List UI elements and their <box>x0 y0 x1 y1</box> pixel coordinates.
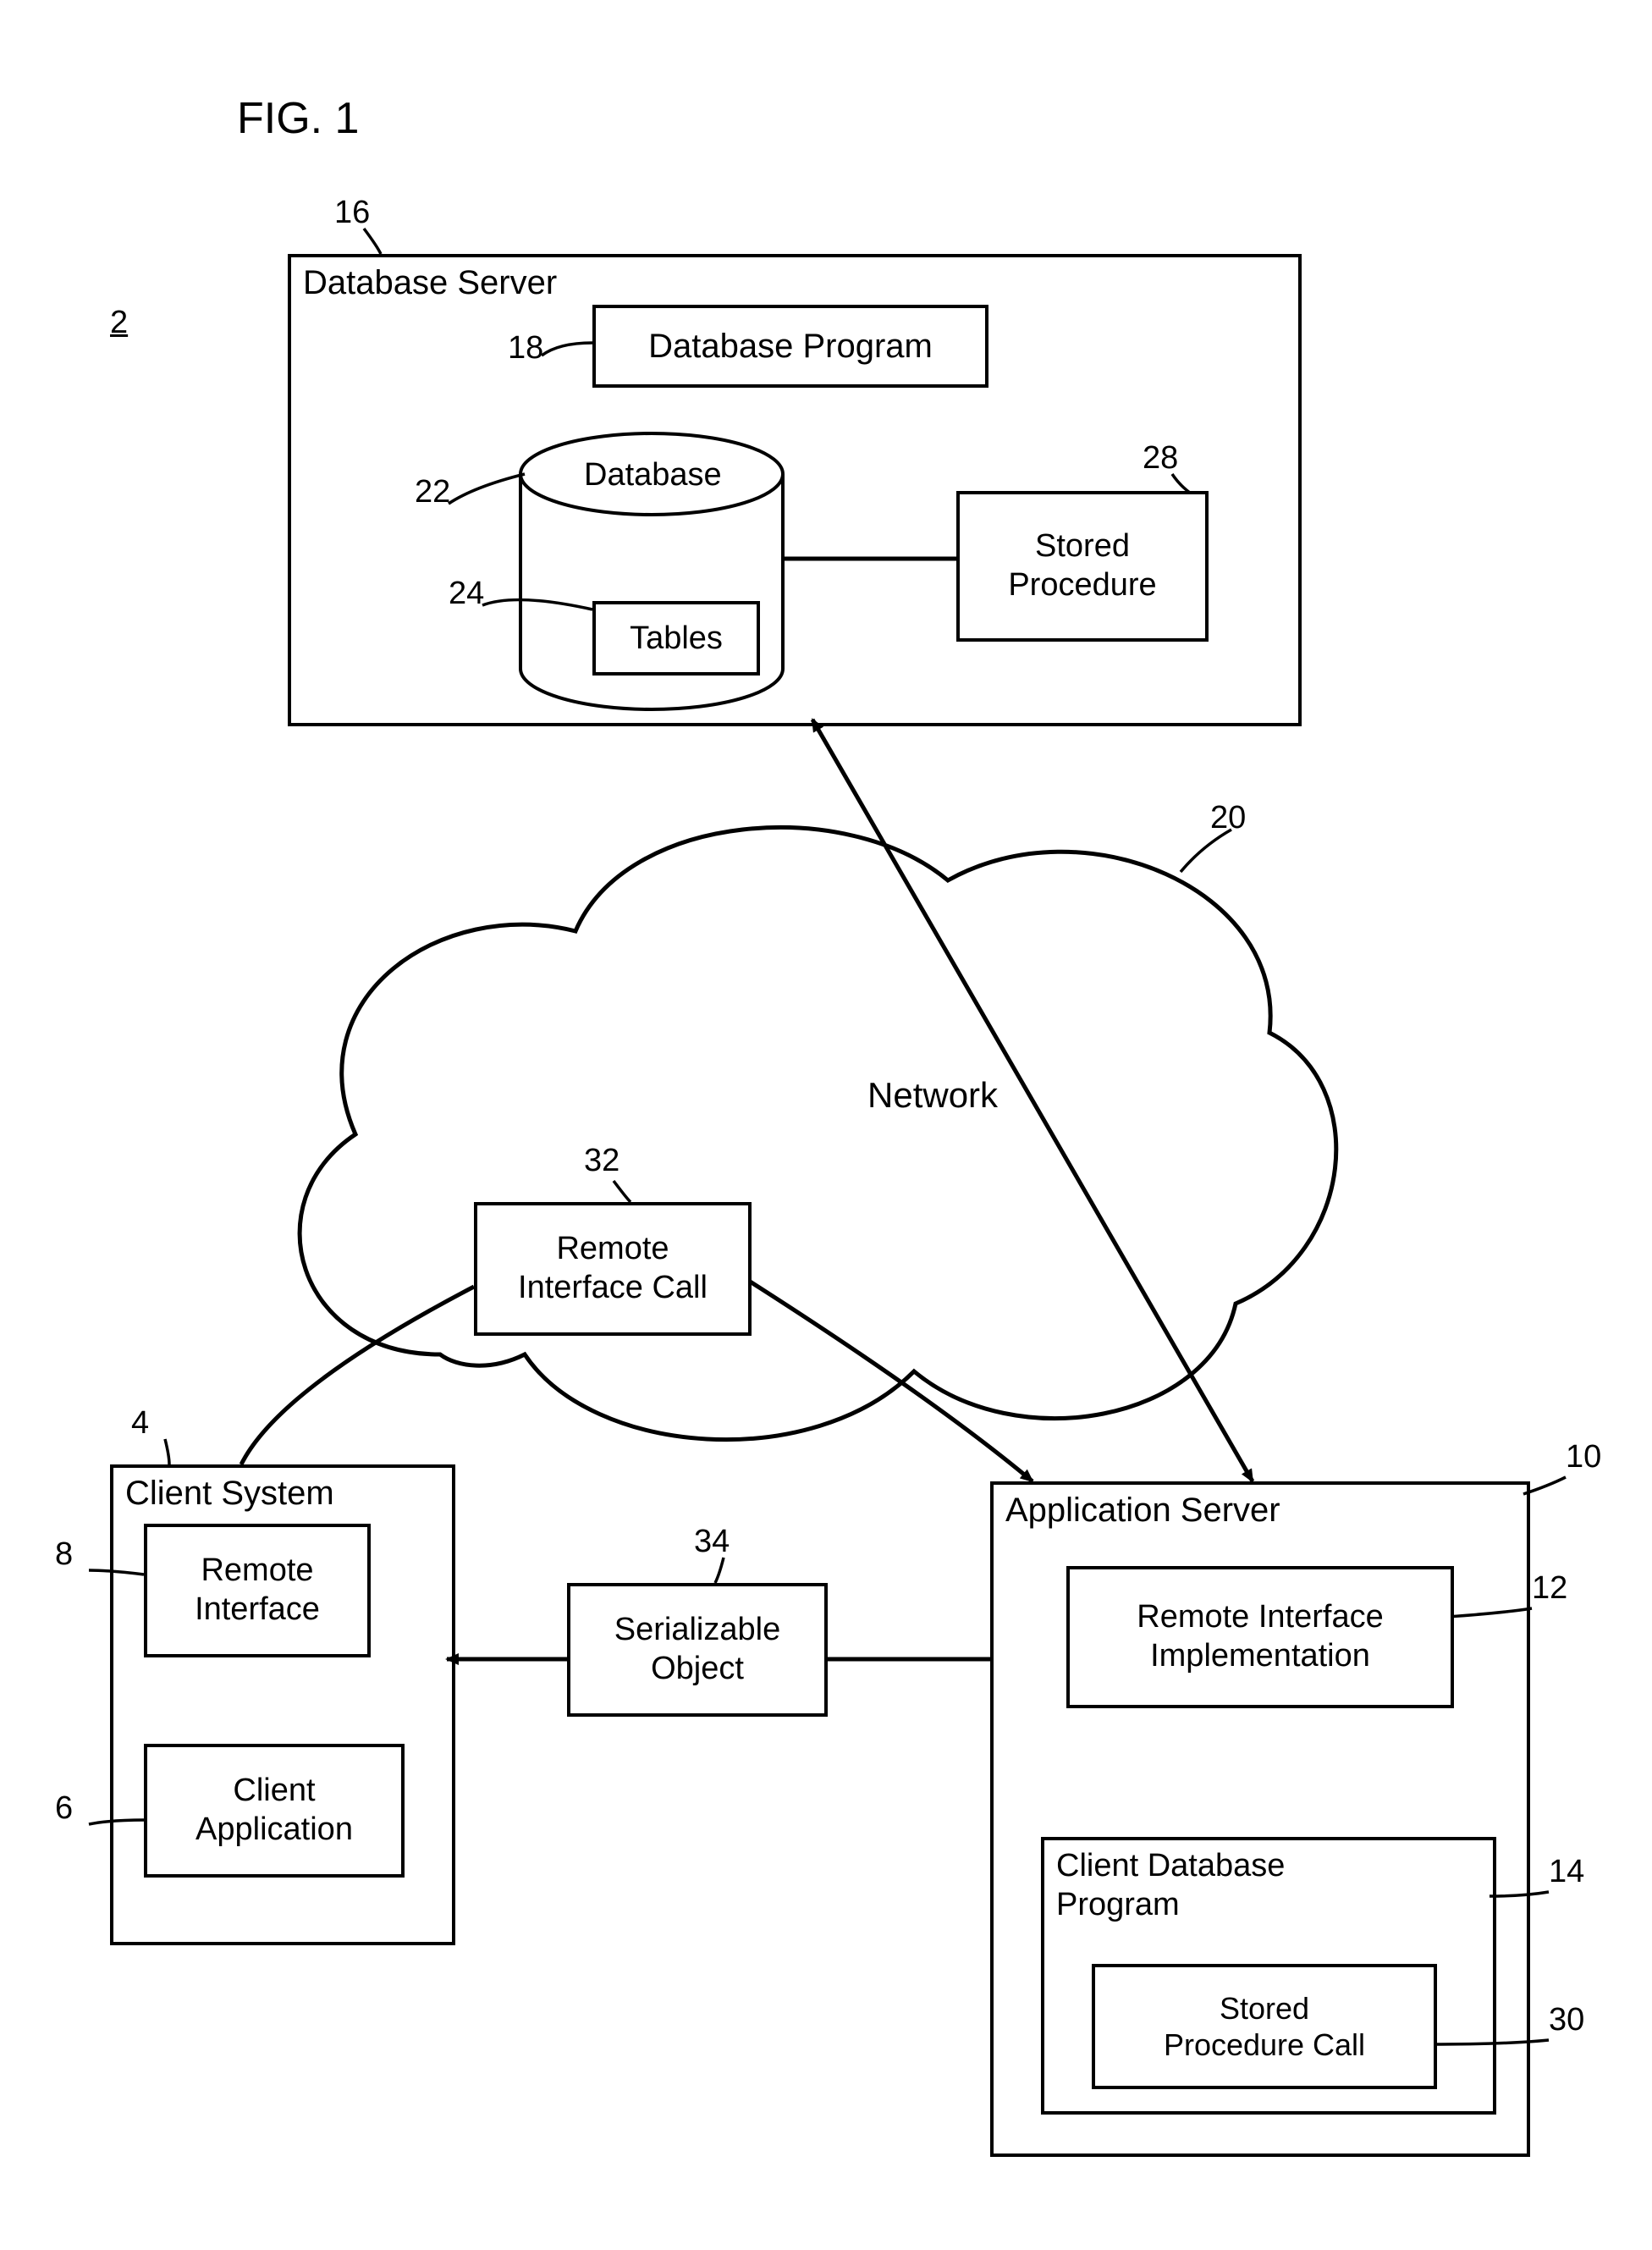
network-cloud <box>300 828 1336 1440</box>
serializable-l1: Serializable <box>614 1611 780 1650</box>
database-server-label: Database Server <box>303 264 557 302</box>
stored-procedure-l2: Procedure <box>1008 566 1156 605</box>
ref-32: 32 <box>584 1143 620 1179</box>
database-program-label: Database Program <box>648 328 933 366</box>
stored-procedure-call-box: Stored Procedure Call <box>1092 1964 1437 2089</box>
remote-impl-l2: Implementation <box>1150 1637 1370 1676</box>
serializable-l2: Object <box>651 1650 744 1689</box>
tables-box: Tables <box>592 601 760 676</box>
figure-title: FIG. 1 <box>237 93 359 144</box>
network-label: Network <box>867 1075 998 1116</box>
ref-12: 12 <box>1532 1570 1567 1607</box>
ref-22: 22 <box>415 474 450 510</box>
client-app-l2: Application <box>195 1811 353 1850</box>
ref-20: 20 <box>1210 800 1246 836</box>
remote-impl-l1: Remote Interface <box>1137 1598 1383 1637</box>
ref-24: 24 <box>449 576 484 612</box>
remote-interface-l2: Interface <box>195 1591 320 1630</box>
ref-14: 14 <box>1549 1854 1584 1890</box>
client-db-prog-l2: Program <box>1056 1887 1180 1922</box>
ref-8: 8 <box>55 1536 73 1573</box>
remote-call-l1: Remote <box>556 1230 669 1269</box>
ref-30: 30 <box>1549 2002 1584 2038</box>
ref-6: 6 <box>55 1790 73 1827</box>
remote-interface-impl-box: Remote Interface Implementation <box>1066 1566 1454 1708</box>
database-label: Database <box>584 457 722 494</box>
client-system-label: Client System <box>125 1475 334 1513</box>
application-server-label: Application Server <box>1005 1492 1280 1530</box>
ref-34: 34 <box>694 1524 730 1560</box>
stored-procedure-l1: Stored <box>1035 527 1130 566</box>
diagram-canvas: FIG. 1 2 Database Server D <box>0 0 1652 2250</box>
client-application-box: Client Application <box>144 1744 405 1878</box>
remote-call-l2: Interface Call <box>518 1269 708 1308</box>
remote-interface-box: Remote Interface <box>144 1524 371 1657</box>
ref-28: 28 <box>1143 440 1178 477</box>
client-app-l1: Client <box>233 1772 315 1811</box>
ref-2: 2 <box>110 305 128 341</box>
ref-10: 10 <box>1566 1439 1601 1475</box>
stored-procedure-box: Stored Procedure <box>956 491 1209 642</box>
remote-interface-l1: Remote <box>201 1552 313 1591</box>
remote-interface-call-box: Remote Interface Call <box>474 1202 752 1336</box>
ref-16: 16 <box>334 195 370 231</box>
serializable-object-box: Serializable Object <box>567 1583 828 1717</box>
stored-proc-call-l2: Procedure Call <box>1164 2027 1365 2063</box>
client-db-prog-l1: Client Database <box>1056 1848 1285 1883</box>
tables-label: Tables <box>630 620 723 657</box>
ref-4: 4 <box>131 1405 149 1442</box>
database-program-box: Database Program <box>592 305 988 388</box>
stored-proc-call-l1: Stored <box>1220 1990 1309 2027</box>
ref-18: 18 <box>508 330 543 367</box>
